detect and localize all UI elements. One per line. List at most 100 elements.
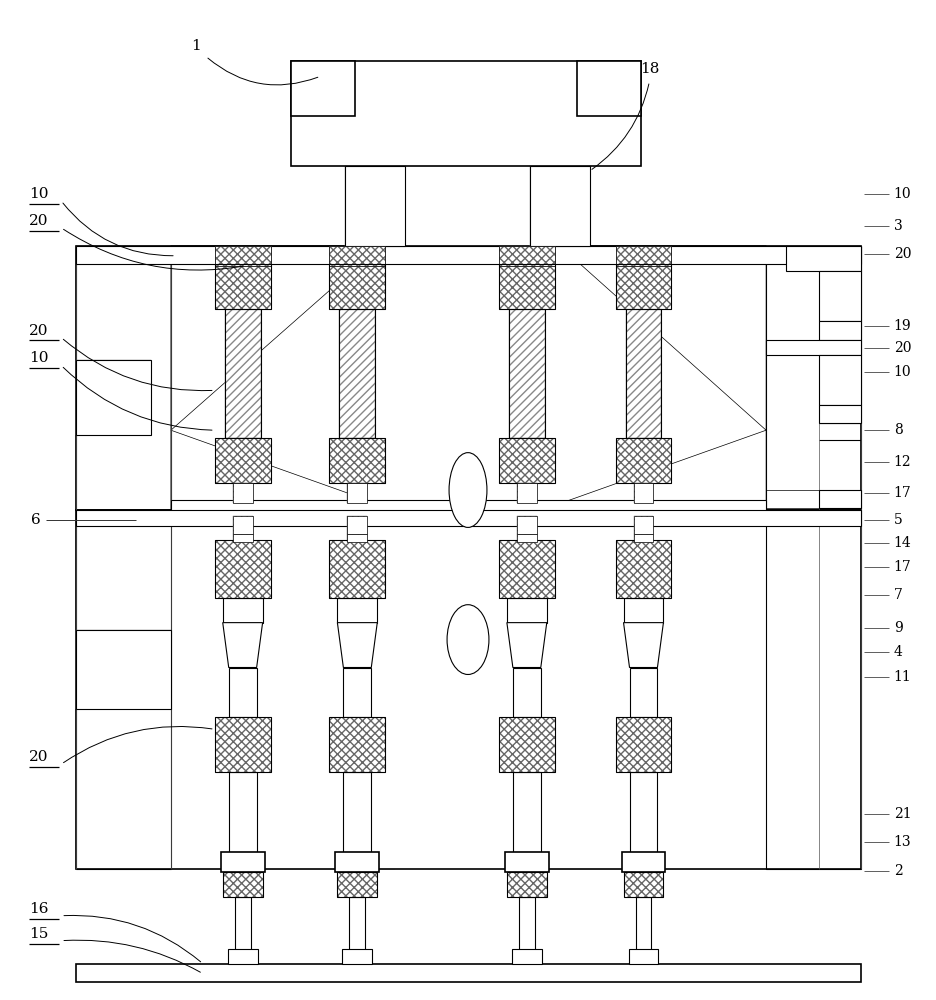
Bar bbox=[345, 166, 404, 246]
Bar bbox=[214, 246, 271, 266]
Bar bbox=[232, 516, 253, 534]
Text: 13: 13 bbox=[893, 835, 911, 849]
Bar bbox=[508, 309, 544, 438]
Bar bbox=[347, 483, 367, 503]
Bar bbox=[635, 897, 651, 952]
Bar bbox=[347, 534, 367, 542]
Bar bbox=[615, 264, 671, 309]
Bar bbox=[335, 852, 379, 872]
Text: 9: 9 bbox=[893, 621, 901, 635]
Bar bbox=[498, 264, 554, 309]
Bar bbox=[232, 516, 253, 534]
Bar bbox=[234, 897, 251, 952]
Bar bbox=[517, 516, 536, 534]
Bar bbox=[337, 872, 377, 897]
Text: 5: 5 bbox=[893, 513, 901, 527]
Bar bbox=[766, 510, 860, 869]
Bar bbox=[615, 246, 671, 266]
Bar bbox=[498, 438, 554, 483]
Bar bbox=[615, 264, 671, 309]
Text: 20: 20 bbox=[893, 341, 911, 355]
Bar bbox=[76, 246, 170, 510]
Bar bbox=[339, 309, 375, 438]
Bar bbox=[329, 438, 385, 483]
Bar bbox=[221, 852, 264, 872]
Text: 20: 20 bbox=[893, 247, 911, 261]
Bar bbox=[498, 717, 554, 772]
Bar bbox=[766, 510, 860, 869]
Polygon shape bbox=[541, 430, 766, 510]
Bar bbox=[228, 772, 256, 852]
Text: 21: 21 bbox=[893, 807, 911, 821]
Bar bbox=[347, 516, 367, 534]
Bar bbox=[339, 309, 375, 438]
Text: 20: 20 bbox=[29, 214, 49, 228]
Bar bbox=[622, 598, 663, 623]
Bar bbox=[329, 264, 385, 309]
Bar bbox=[214, 717, 271, 772]
Bar bbox=[214, 246, 271, 266]
Bar bbox=[232, 534, 253, 542]
Bar bbox=[76, 510, 860, 869]
Polygon shape bbox=[622, 623, 663, 668]
Bar bbox=[232, 483, 253, 503]
Text: 16: 16 bbox=[29, 902, 49, 916]
Bar bbox=[511, 949, 541, 964]
Bar bbox=[329, 717, 385, 772]
Ellipse shape bbox=[446, 605, 489, 674]
Bar bbox=[76, 246, 170, 510]
Text: 1: 1 bbox=[191, 39, 200, 53]
Bar bbox=[506, 872, 547, 897]
Bar bbox=[214, 717, 271, 772]
Polygon shape bbox=[559, 246, 766, 430]
Bar bbox=[629, 772, 657, 852]
Bar bbox=[214, 438, 271, 483]
Bar bbox=[214, 438, 271, 483]
Text: 10: 10 bbox=[893, 365, 911, 379]
Bar bbox=[214, 540, 271, 598]
Bar bbox=[766, 246, 860, 510]
Bar bbox=[766, 340, 860, 355]
Polygon shape bbox=[170, 430, 395, 510]
Bar bbox=[498, 264, 554, 309]
Bar bbox=[628, 949, 658, 964]
Bar bbox=[342, 949, 372, 964]
Bar bbox=[512, 668, 540, 717]
Bar bbox=[818, 490, 860, 508]
Polygon shape bbox=[170, 246, 380, 430]
Bar bbox=[506, 872, 547, 897]
Bar bbox=[227, 949, 257, 964]
Polygon shape bbox=[223, 623, 262, 668]
Bar bbox=[227, 949, 257, 964]
Polygon shape bbox=[170, 510, 395, 869]
Bar bbox=[517, 534, 536, 542]
Bar bbox=[498, 438, 554, 483]
Bar bbox=[76, 510, 170, 869]
Bar bbox=[329, 717, 385, 772]
Bar bbox=[329, 438, 385, 483]
Text: 17: 17 bbox=[893, 486, 911, 500]
Bar bbox=[519, 897, 534, 952]
Text: 12: 12 bbox=[893, 455, 911, 469]
Bar bbox=[347, 483, 367, 503]
Bar bbox=[529, 166, 589, 246]
Bar bbox=[517, 534, 536, 542]
Bar bbox=[576, 61, 641, 116]
Bar bbox=[343, 772, 371, 852]
Bar bbox=[615, 438, 671, 483]
Bar bbox=[633, 483, 652, 503]
Text: 3: 3 bbox=[893, 219, 901, 233]
Bar bbox=[625, 309, 661, 438]
Bar bbox=[633, 516, 652, 534]
Bar bbox=[633, 534, 652, 542]
Text: 20: 20 bbox=[29, 750, 49, 764]
Bar bbox=[633, 483, 652, 503]
Ellipse shape bbox=[448, 453, 487, 527]
Text: 14: 14 bbox=[893, 536, 911, 550]
Bar bbox=[622, 872, 663, 897]
Bar bbox=[506, 598, 547, 623]
Polygon shape bbox=[337, 623, 377, 668]
Bar bbox=[337, 872, 377, 897]
Text: 8: 8 bbox=[893, 423, 901, 437]
Bar bbox=[329, 540, 385, 598]
